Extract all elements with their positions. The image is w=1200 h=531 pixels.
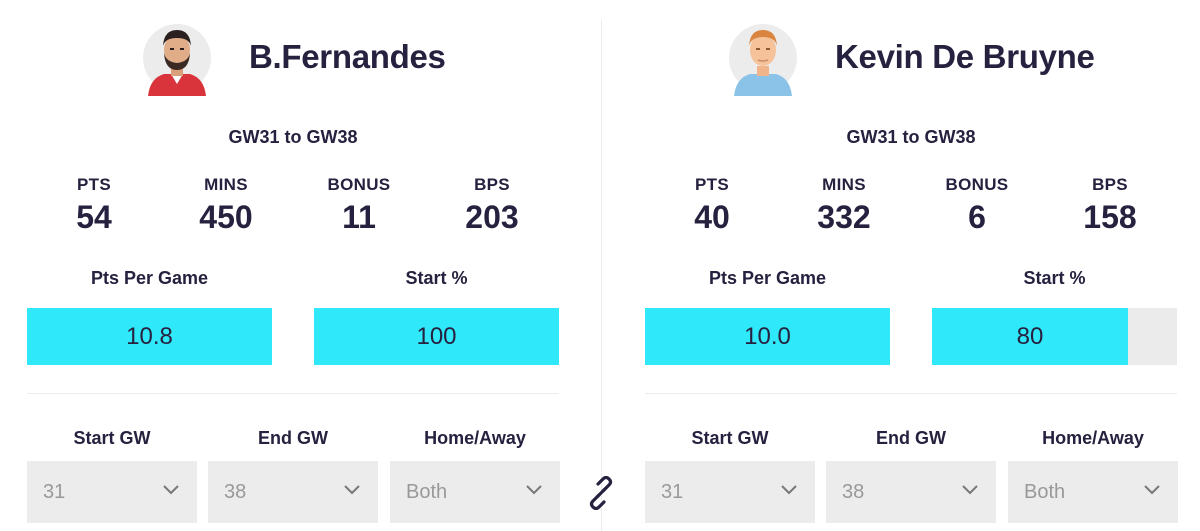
stat-value: 203	[465, 199, 519, 235]
section-divider	[645, 393, 1177, 394]
pts-per-game-label: Pts Per Game	[708, 268, 827, 288]
stat-value: 11	[342, 199, 376, 235]
panel-divider	[601, 20, 602, 531]
stat-pts: PTS 40	[652, 175, 772, 236]
bar-fill	[27, 308, 272, 365]
stat-label: BONUS	[945, 175, 1009, 194]
select-value: 31	[661, 481, 684, 503]
end-gw-select[interactable]: 38	[826, 461, 996, 523]
bar-fill	[314, 308, 559, 365]
chevron-down-icon	[344, 485, 360, 495]
start-percent-label: Start %	[1023, 268, 1086, 288]
stat-bps: BPS 203	[432, 175, 552, 236]
start-gw-label: Start GW	[691, 428, 769, 448]
player-header: Kevin De Bruyne	[645, 20, 1200, 96]
stat-value: 158	[1083, 199, 1137, 235]
start-gw-label: Start GW	[73, 428, 151, 448]
chevron-down-icon	[1144, 485, 1160, 495]
start-percent-bar: 100	[314, 308, 559, 365]
chevron-down-icon	[781, 485, 797, 495]
bar-value: 80	[1016, 323, 1044, 350]
gameweek-range: GW31 to GW38	[846, 127, 976, 147]
bar-value: 100	[416, 323, 457, 350]
section-divider	[27, 393, 559, 394]
start-percent-label: Start %	[405, 268, 468, 288]
gameweek-range: GW31 to GW38	[228, 127, 358, 147]
stat-label: PTS	[695, 175, 729, 194]
bar-value: 10.8	[126, 323, 173, 350]
stat-label: MINS	[822, 175, 866, 194]
stat-label: MINS	[204, 175, 248, 194]
end-gw-select[interactable]: 38	[208, 461, 378, 523]
stat-bonus: BONUS 6	[917, 175, 1037, 236]
chevron-down-icon	[962, 485, 978, 495]
stat-bonus: BONUS 11	[299, 175, 419, 236]
stat-label: BPS	[1092, 175, 1128, 194]
player-name: B.Fernandes	[249, 38, 446, 75]
stat-label: PTS	[77, 175, 111, 194]
player-panel-left: B.Fernandes GW31 to GW38 PTS 54 MINS 450…	[27, 0, 587, 531]
start-gw-select[interactable]: 31	[645, 461, 815, 523]
pts-per-game-bar: 10.8	[27, 308, 272, 365]
stat-pts: PTS 54	[34, 175, 154, 236]
home-away-select[interactable]: Both	[1008, 461, 1178, 523]
link-icon[interactable]	[584, 476, 618, 510]
stat-label: BPS	[474, 175, 510, 194]
stat-mins: MINS 450	[166, 175, 286, 236]
start-percent-bar: 80	[932, 308, 1177, 365]
player-panel-right: Kevin De Bruyne GW31 to GW38 PTS 40 MINS…	[645, 0, 1200, 531]
home-away-select[interactable]: Both	[390, 461, 560, 523]
chevron-down-icon	[163, 485, 179, 495]
chevron-down-icon	[526, 485, 542, 495]
player-name: Kevin De Bruyne	[835, 38, 1095, 75]
stat-bps: BPS 158	[1050, 175, 1170, 236]
bar-fill	[645, 308, 890, 365]
stat-mins: MINS 332	[784, 175, 904, 236]
home-away-label: Home/Away	[424, 428, 526, 448]
player-avatar	[142, 20, 212, 96]
pts-per-game-label: Pts Per Game	[90, 268, 209, 288]
home-away-label: Home/Away	[1042, 428, 1144, 448]
stat-label: BONUS	[327, 175, 391, 194]
end-gw-label: End GW	[258, 428, 328, 448]
player-avatar	[728, 20, 798, 96]
select-value: Both	[1024, 481, 1066, 503]
stat-value: 54	[76, 199, 112, 235]
select-value: 38	[224, 481, 247, 503]
pts-per-game-bar: 10.0	[645, 308, 890, 365]
end-gw-label: End GW	[876, 428, 946, 448]
bar-fill	[932, 308, 1128, 365]
stat-value: 332	[817, 199, 871, 235]
stat-value: 40	[694, 199, 730, 235]
select-value: 31	[43, 481, 66, 503]
stat-value: 450	[199, 199, 253, 235]
select-value: 38	[842, 481, 865, 503]
stat-value: 6	[968, 199, 986, 235]
start-gw-select[interactable]: 31	[27, 461, 197, 523]
select-value: Both	[406, 481, 448, 503]
player-header: B.Fernandes	[27, 20, 587, 96]
bar-value: 10.0	[744, 323, 791, 350]
